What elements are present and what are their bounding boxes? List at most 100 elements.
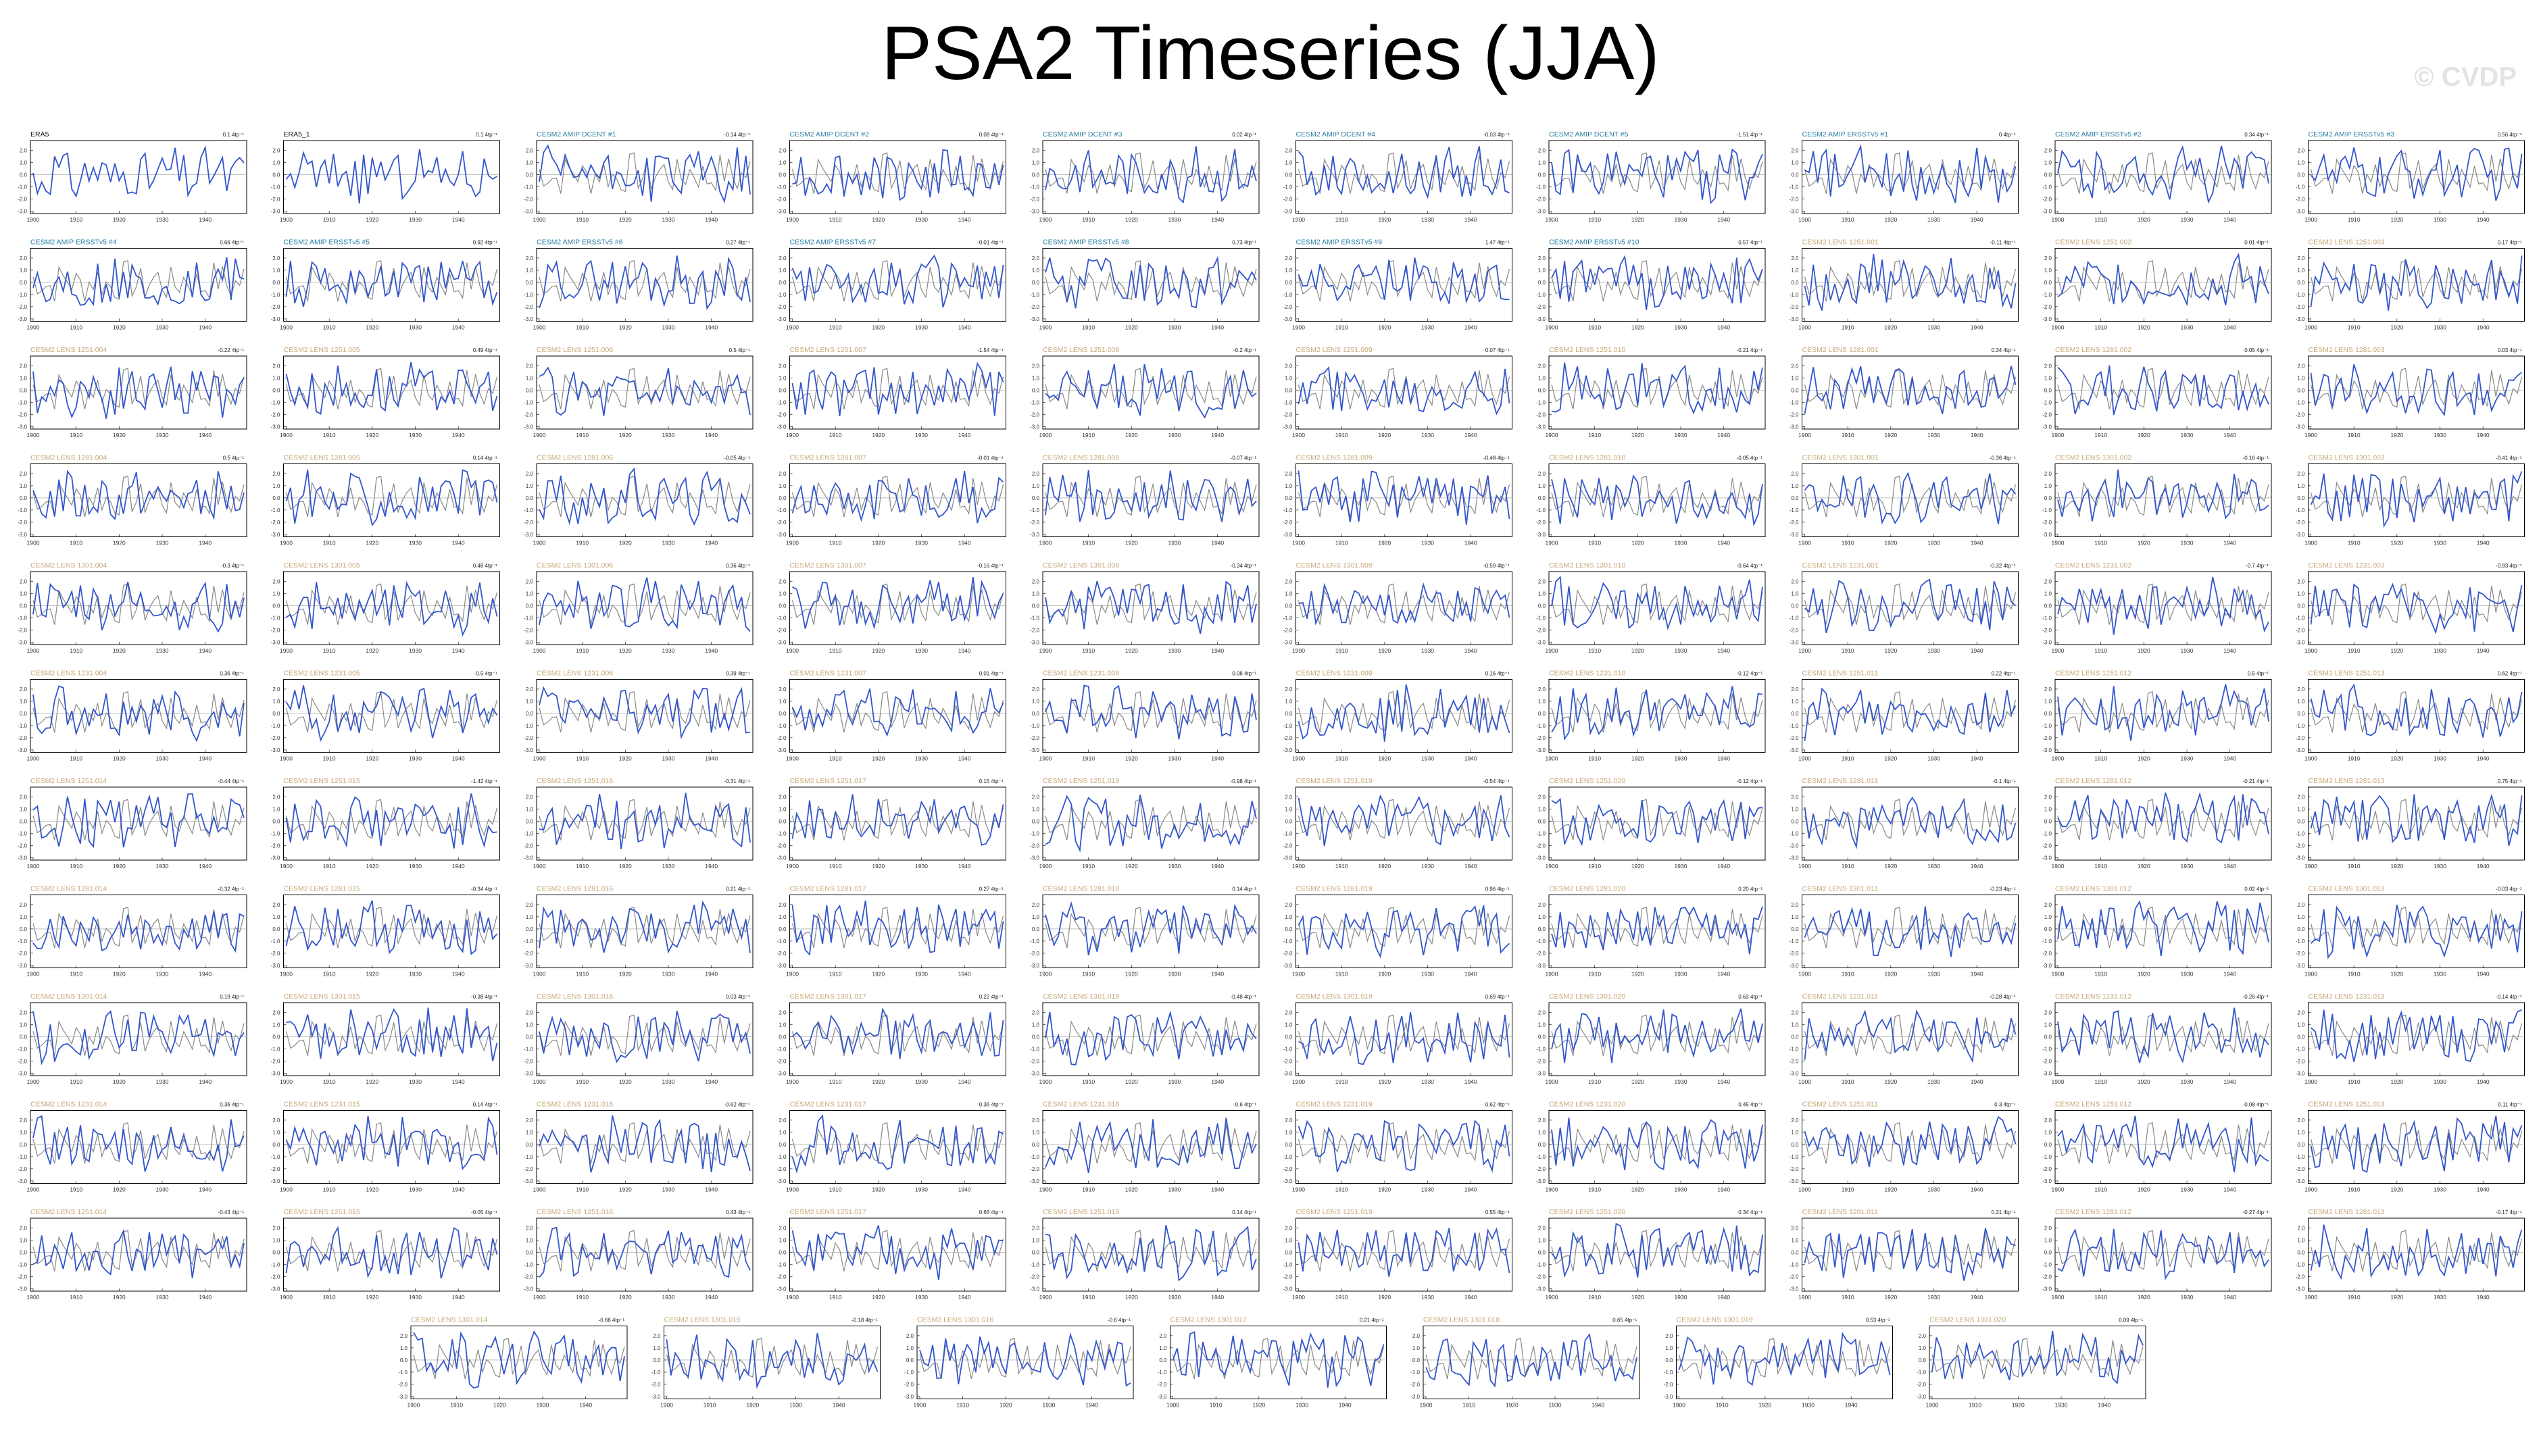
x-tick-label: 1920 [366,647,378,654]
x-tick-label: 1930 [2181,647,2194,654]
panel-frame [1802,355,2019,430]
panel-title: CESM2 LENS 1231.005 [284,670,360,678]
x-tick-label: 1920 [1378,324,1391,331]
x-tick-label: 1940 [1717,216,1730,223]
observed-series-line [791,1122,1004,1164]
x-tick-label: 1900 [27,863,40,870]
y-tick-label: -2.0 [524,627,533,633]
x-tick-label: 1910 [829,216,842,223]
timeseries-panel: CESM2 LENS 1301.001 -0.36 4tp⁻¹2.01.00.0-… [1790,454,2019,547]
panel-title: CESM2 LENS 1301.001 [1802,454,1879,462]
x-tick-label: 1900 [2304,540,2317,547]
y-tick-label: -2.0 [524,951,533,957]
timeseries-panel: CESM2 AMIP ERSSTv5 #3 0.56 4tp⁻¹2.01.00.0… [2296,130,2525,223]
x-tick-label: 1920 [366,216,378,223]
x-tick-label: 1920 [2390,216,2403,223]
timeseries-panel: CESM2 LENS 1281.015 -0.34 4tp⁻¹2.01.00.0-… [271,885,500,978]
x-tick-label: 1930 [156,324,169,331]
panel-title: CESM2 LENS 1251.008 [1043,346,1119,354]
x-tick-label: 1930 [662,1078,675,1085]
x-tick-label: 1940 [1464,540,1477,547]
observed-series-line [1551,152,1763,194]
x-tick-label: 1930 [1927,971,1940,978]
panel-frame [1296,355,1512,430]
panel-trend-label: -0.16 4tp⁻¹ [2243,455,2269,461]
x-tick-label: 1940 [958,1294,971,1301]
x-tick-label: 1920 [619,647,632,654]
y-tick-label: -2.0 [1030,1058,1039,1064]
model-series-line [666,1332,879,1389]
panel-frame [283,140,500,214]
y-tick-label: 1.0 [272,1022,280,1028]
observed-series-line [539,152,751,194]
x-tick-label: 1910 [2348,755,2361,762]
x-tick-label: 1930 [2434,216,2446,223]
y-tick-label: -1.0 [1030,615,1039,621]
panel-title: CESM2 LENS 1301.002 [2055,454,2131,462]
y-tick-label: 1.0 [1791,268,1799,274]
x-tick-label: 1930 [1421,971,1434,978]
panel-title: CESM2 LENS 1301.020 [1929,1316,2006,1324]
y-tick-label: -3.0 [1536,855,1546,861]
panel-title: CESM2 LENS 1281.018 [1043,885,1119,893]
panel-trend-label: 0.16 4tp⁻¹ [1485,671,1510,677]
y-tick-label: -1.0 [777,184,787,190]
panel-frame [1802,679,2019,753]
y-tick-label: -3.0 [1790,855,1799,861]
panel-title: CESM2 LENS 1301.017 [790,993,866,1001]
x-tick-label: 1910 [323,216,336,223]
timeseries-panel: CESM2 AMIP DCENT #5 -1.51 4tp⁻¹2.01.00.0-… [1536,130,1766,223]
timeseries-panel: CESM2 AMIP DCENT #3 0.02 4tp⁻¹2.01.00.0-1… [1030,130,1260,223]
x-tick-label: 1940 [1211,324,1224,331]
x-tick-label: 1900 [1798,216,1811,223]
x-tick-label: 1900 [2052,540,2065,547]
y-tick-label: 1.0 [526,483,534,489]
timeseries-panel: CESM2 LENS 1301.012 0.02 4tp⁻¹2.01.00.0-1… [2042,885,2272,978]
x-tick-label: 1910 [2348,324,2361,331]
y-tick-label: 2.0 [2297,686,2305,693]
x-tick-label: 1900 [2304,324,2317,331]
x-tick-label: 1900 [2052,755,2065,762]
panel-frame [30,895,247,968]
observed-series-line [539,1122,751,1164]
y-tick-label: 1.0 [1285,375,1293,381]
y-tick-label: -1.0 [271,292,280,298]
panel-frame [2308,248,2525,322]
observed-series-line [1804,1014,2017,1056]
observed-series-line [666,1337,879,1380]
y-tick-label: 2.0 [1285,794,1293,800]
model-series-line [539,467,751,526]
y-tick-label: 0.0 [2044,172,2052,178]
y-tick-label: -3.0 [271,1070,280,1076]
panel-title: CESM2 LENS 1251.013 [2309,1101,2385,1109]
x-tick-label: 1910 [1082,971,1095,978]
x-tick-label: 1900 [1798,1186,1811,1193]
x-tick-label: 1920 [872,1078,885,1085]
panel-trend-label: -0.05 4tp⁻¹ [1737,455,1763,461]
x-tick-label: 1900 [280,1294,293,1301]
panel-frame [2308,355,2525,430]
timeseries-panel: CESM2 LENS 1281.013 0.75 4tp⁻¹2.01.00.0-1… [2296,777,2525,870]
y-tick-label: 0.0 [272,172,280,178]
y-tick-label: -2.0 [1283,1274,1293,1280]
panel-frame [2308,895,2525,968]
panel-frame [1548,1217,1766,1292]
x-tick-label: 1900 [280,216,293,223]
x-tick-label: 1900 [1798,1294,1811,1301]
x-tick-label: 1940 [2098,1402,2111,1409]
x-tick-label: 1930 [1675,755,1687,762]
y-tick-label: 2.0 [779,794,787,800]
y-tick-label: -1.0 [524,830,533,836]
y-tick-label: 2.0 [2044,363,2052,369]
x-tick-label: 1900 [660,1402,673,1409]
panel-trend-label: -0.28 4tp⁻¹ [1990,994,2016,1000]
model-series-line [285,1115,498,1170]
y-tick-label: -1.0 [777,830,787,836]
y-tick-label: -2.0 [777,196,787,202]
y-tick-label: 1.0 [1538,591,1546,597]
model-series-line [32,470,245,520]
timeseries-panel: CESM2 LENS 1251.009 0.07 4tp⁻¹2.01.00.0-1… [1283,346,1512,438]
timeseries-panel: CESM2 LENS 1301.020 0.09 4tp⁻¹2.01.00.0-1… [1917,1316,2146,1409]
y-tick-label: 2.0 [1032,686,1040,693]
y-tick-label: 0.0 [2297,1249,2305,1255]
